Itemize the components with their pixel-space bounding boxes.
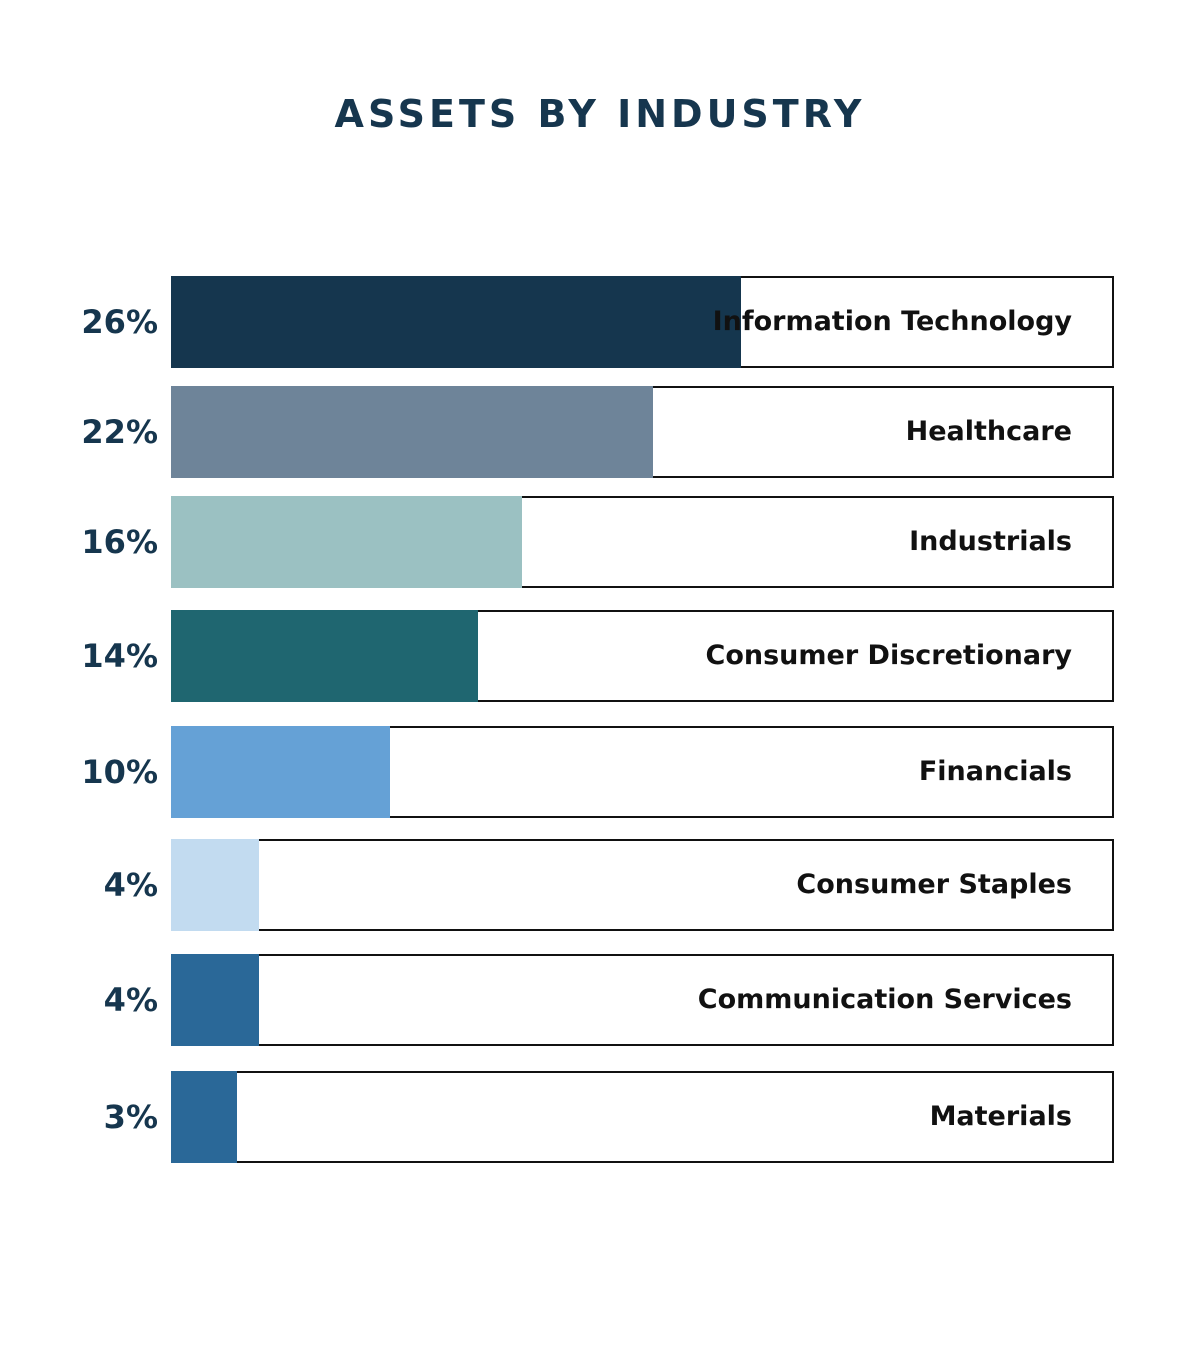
bar (171, 276, 741, 368)
bar-category-label: Healthcare (905, 416, 1072, 447)
chart-title: ASSETS BY INDUSTRY (334, 92, 866, 136)
bar-track: Materials (171, 1071, 1114, 1163)
bar-track: Consumer Discretionary (171, 610, 1114, 702)
bar (171, 496, 522, 588)
bar-track: Financials (171, 726, 1114, 818)
bar-category-label: Financials (918, 756, 1072, 787)
bar-category-label: Consumer Discretionary (705, 640, 1072, 671)
bar (171, 610, 478, 702)
bar-value-label: 22% (81, 413, 158, 451)
bar-value-label: 4% (103, 981, 158, 1019)
bar-track: Healthcare (171, 386, 1114, 478)
bar-category-label: Communication Services (697, 984, 1072, 1015)
bar-row: 14% Consumer Discretionary (0, 610, 1200, 702)
bar-row: 4% Consumer Staples (0, 839, 1200, 931)
bar (171, 726, 390, 818)
bar-row: 4% Communication Services (0, 954, 1200, 1046)
bar-track: Information Technology (171, 276, 1114, 368)
bar-value-label: 3% (103, 1098, 158, 1136)
bar-category-label: Consumer Staples (796, 869, 1072, 900)
bar-category-label: Information Technology (712, 306, 1072, 337)
bar-row: 10% Financials (0, 726, 1200, 818)
bar-category-label: Materials (929, 1101, 1072, 1132)
bar-value-label: 10% (81, 753, 158, 791)
bar (171, 386, 653, 478)
bar (171, 1071, 237, 1163)
bar-value-label: 4% (103, 866, 158, 904)
bar-track: Consumer Staples (171, 839, 1114, 931)
bar-value-label: 14% (81, 637, 158, 675)
bar-row: 16% Industrials (0, 496, 1200, 588)
bar-track: Communication Services (171, 954, 1114, 1046)
bar-track: Industrials (171, 496, 1114, 588)
bar-category-label: Industrials (909, 526, 1072, 557)
bar-row: 26% Information Technology (0, 276, 1200, 368)
bar-row: 3% Materials (0, 1071, 1200, 1163)
bar-value-label: 26% (81, 303, 158, 341)
bar (171, 954, 259, 1046)
bar (171, 839, 259, 931)
bar-value-label: 16% (81, 523, 158, 561)
bar-row: 22% Healthcare (0, 386, 1200, 478)
